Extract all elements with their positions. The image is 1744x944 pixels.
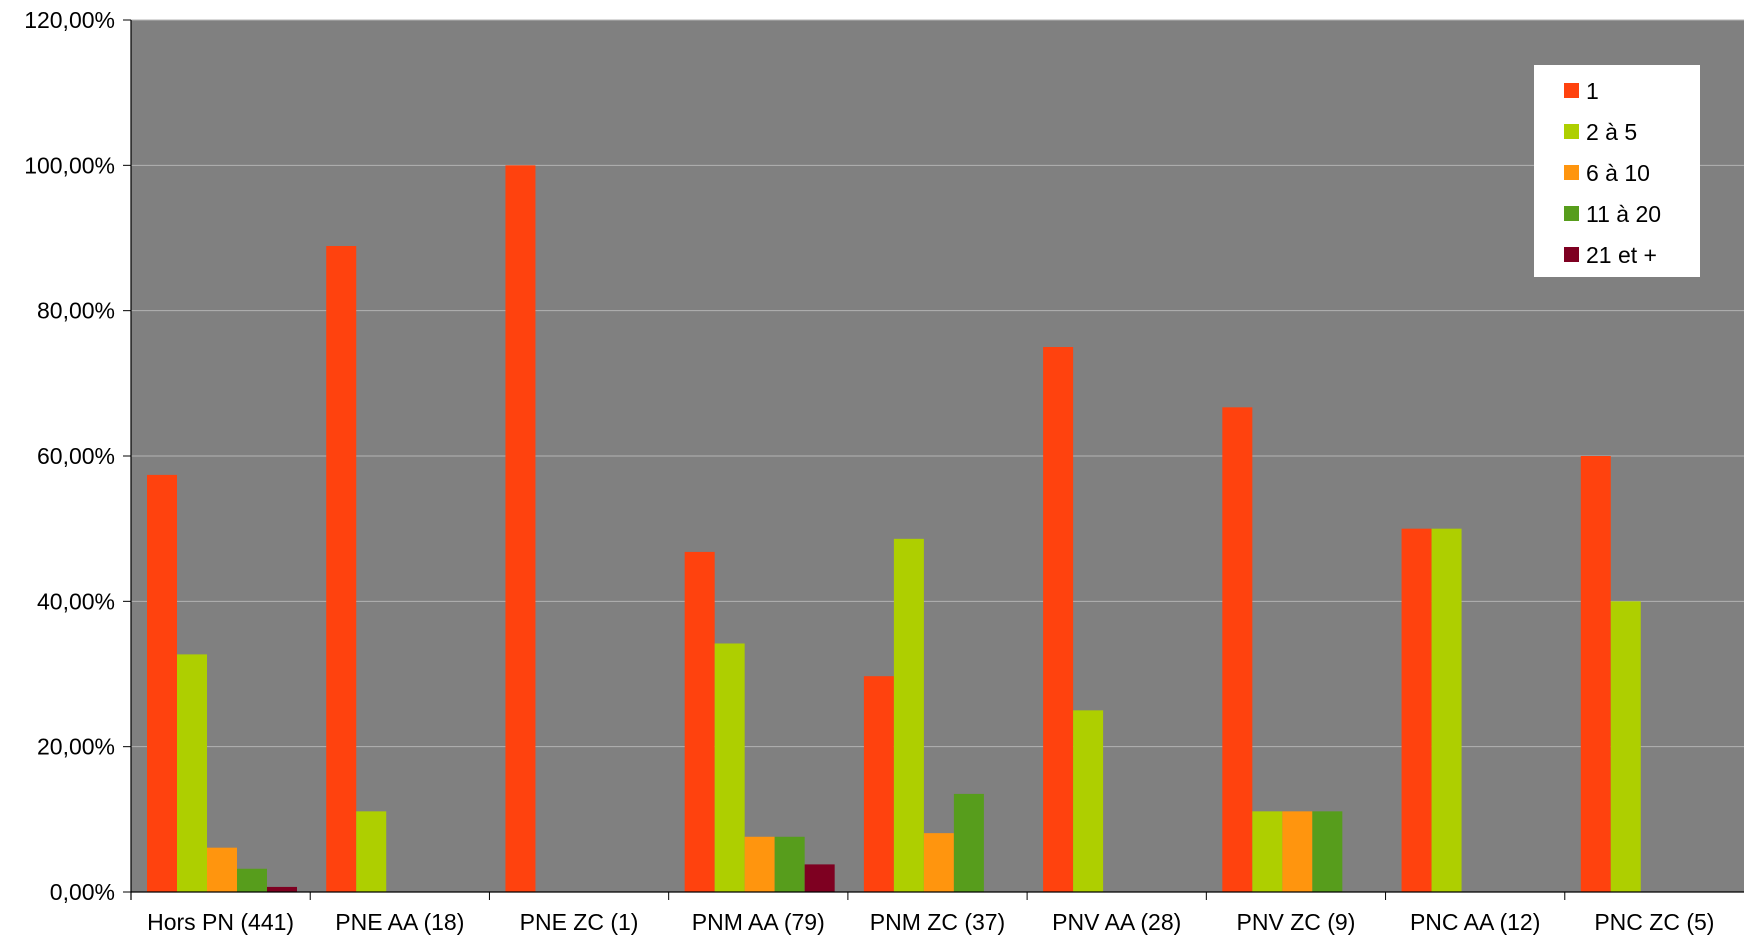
bar-1-2 xyxy=(505,165,536,893)
bar-6-10-6 xyxy=(1282,811,1313,892)
x-tick-label: PNV ZC (9) xyxy=(1237,909,1356,935)
x-tick-labels: Hors PN (441) PNE AA (18) PNE ZC (1) PNM AA… xyxy=(147,909,1714,935)
x-tick-label: PNE ZC (1) xyxy=(520,909,639,935)
bar-2-5-7 xyxy=(1431,528,1462,892)
y-tick-label: 20,00% xyxy=(37,734,115,760)
bar-1-5 xyxy=(1043,347,1074,892)
bar-6-10-4 xyxy=(923,833,954,892)
legend-label: 6 à 10 xyxy=(1586,160,1650,186)
bar-2-5-0 xyxy=(177,654,207,892)
bar-2-5-8 xyxy=(1610,601,1641,892)
legend-swatch xyxy=(1564,206,1579,221)
bar-2-5-4 xyxy=(893,538,924,892)
legend-swatch xyxy=(1564,165,1579,180)
bar-21-et--0 xyxy=(267,886,297,892)
bar-1-8 xyxy=(1580,456,1611,892)
bars xyxy=(147,165,1641,893)
x-tick-label: PNM ZC (37) xyxy=(870,909,1005,935)
legend-label: 21 et + xyxy=(1586,242,1657,268)
y-tick-label: 40,00% xyxy=(37,588,115,614)
x-tick-label: PNE AA (18) xyxy=(335,909,464,935)
bar-6-10-3 xyxy=(744,836,775,892)
legend-box xyxy=(1534,65,1700,277)
legend: 1 2 à 5 6 à 10 11 à 20 21 et + xyxy=(1534,65,1700,277)
axes xyxy=(123,19,1744,900)
bar-1-3 xyxy=(684,551,715,892)
y-tick-label: 100,00% xyxy=(24,152,115,178)
legend-label: 2 à 5 xyxy=(1586,119,1637,145)
gridlines xyxy=(131,19,1744,748)
bar-1-0 xyxy=(147,474,177,892)
x-tick-label: Hors PN (441) xyxy=(147,909,294,935)
bar-6-10-0 xyxy=(207,847,237,892)
bar-21-et--3 xyxy=(804,864,835,892)
legend-swatch xyxy=(1564,247,1579,262)
legend-swatch xyxy=(1564,83,1579,98)
y-tick-label: 60,00% xyxy=(37,443,115,469)
bar-2-5-5 xyxy=(1073,710,1104,892)
legend-label: 1 xyxy=(1586,78,1599,104)
legend-swatch xyxy=(1564,124,1579,139)
y-tick-labels: 0,00% 20,00% 40,00% 60,00% 80,00% 100,00% 120,… xyxy=(24,7,115,905)
bar-11-20-6 xyxy=(1312,811,1343,892)
x-tick-label: PNC AA (12) xyxy=(1410,909,1540,935)
y-tick-label: 120,00% xyxy=(24,7,115,33)
legend-label: 11 à 20 xyxy=(1586,201,1661,227)
bar-1-1 xyxy=(326,245,357,892)
bar-1-7 xyxy=(1401,528,1432,892)
bar-11-20-3 xyxy=(774,836,805,892)
y-tick-label: 0,00% xyxy=(50,879,115,905)
bar-2-5-1 xyxy=(356,811,387,892)
bar-11-20-4 xyxy=(953,793,984,892)
bar-1-4 xyxy=(863,676,894,892)
bar-2-5-6 xyxy=(1252,811,1283,892)
bar-11-20-0 xyxy=(237,868,267,892)
y-tick-label: 80,00% xyxy=(37,298,115,324)
x-tick-label: PNC ZC (5) xyxy=(1594,909,1714,935)
x-tick-label: PNV AA (28) xyxy=(1052,909,1181,935)
x-tick-label: PNM AA (79) xyxy=(692,909,825,935)
bar-2-5-3 xyxy=(714,643,745,892)
bar-1-6 xyxy=(1222,407,1253,892)
